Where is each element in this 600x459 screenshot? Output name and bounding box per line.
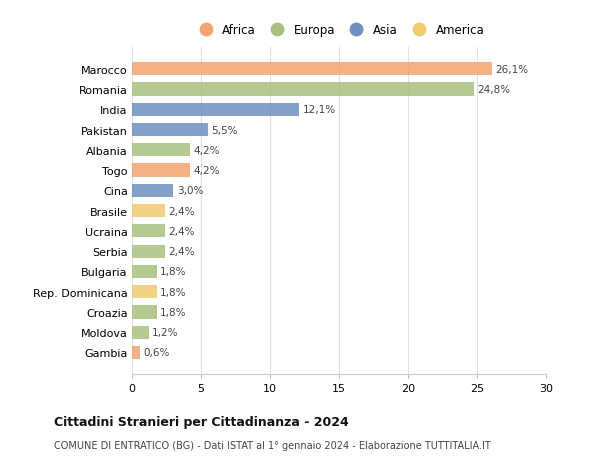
- Text: 3,0%: 3,0%: [177, 186, 203, 196]
- Bar: [132, 185, 173, 197]
- Text: 1,8%: 1,8%: [160, 307, 187, 317]
- Text: 2,4%: 2,4%: [169, 206, 195, 216]
- Text: 24,8%: 24,8%: [478, 85, 511, 95]
- Bar: [132, 164, 190, 177]
- Text: 4,2%: 4,2%: [193, 146, 220, 156]
- Text: 1,8%: 1,8%: [160, 267, 187, 277]
- Bar: [132, 265, 157, 278]
- Bar: [132, 225, 165, 238]
- Bar: [132, 123, 208, 137]
- Bar: [132, 285, 157, 299]
- Bar: [132, 245, 165, 258]
- Bar: [132, 83, 474, 96]
- Text: 0,6%: 0,6%: [144, 348, 170, 358]
- Text: 1,2%: 1,2%: [152, 327, 179, 337]
- Bar: [132, 144, 190, 157]
- Bar: [132, 63, 492, 76]
- Bar: [132, 103, 299, 117]
- Legend: Africa, Europa, Asia, America: Africa, Europa, Asia, America: [191, 22, 487, 39]
- Text: 4,2%: 4,2%: [193, 166, 220, 176]
- Text: Cittadini Stranieri per Cittadinanza - 2024: Cittadini Stranieri per Cittadinanza - 2…: [54, 415, 349, 428]
- Text: 26,1%: 26,1%: [496, 65, 529, 74]
- Text: COMUNE DI ENTRATICO (BG) - Dati ISTAT al 1° gennaio 2024 - Elaborazione TUTTITAL: COMUNE DI ENTRATICO (BG) - Dati ISTAT al…: [54, 440, 491, 450]
- Bar: [132, 306, 157, 319]
- Bar: [132, 326, 149, 339]
- Text: 12,1%: 12,1%: [302, 105, 335, 115]
- Bar: [132, 346, 140, 359]
- Text: 2,4%: 2,4%: [169, 226, 195, 236]
- Text: 2,4%: 2,4%: [169, 246, 195, 257]
- Bar: [132, 205, 165, 218]
- Text: 5,5%: 5,5%: [211, 125, 238, 135]
- Text: 1,8%: 1,8%: [160, 287, 187, 297]
